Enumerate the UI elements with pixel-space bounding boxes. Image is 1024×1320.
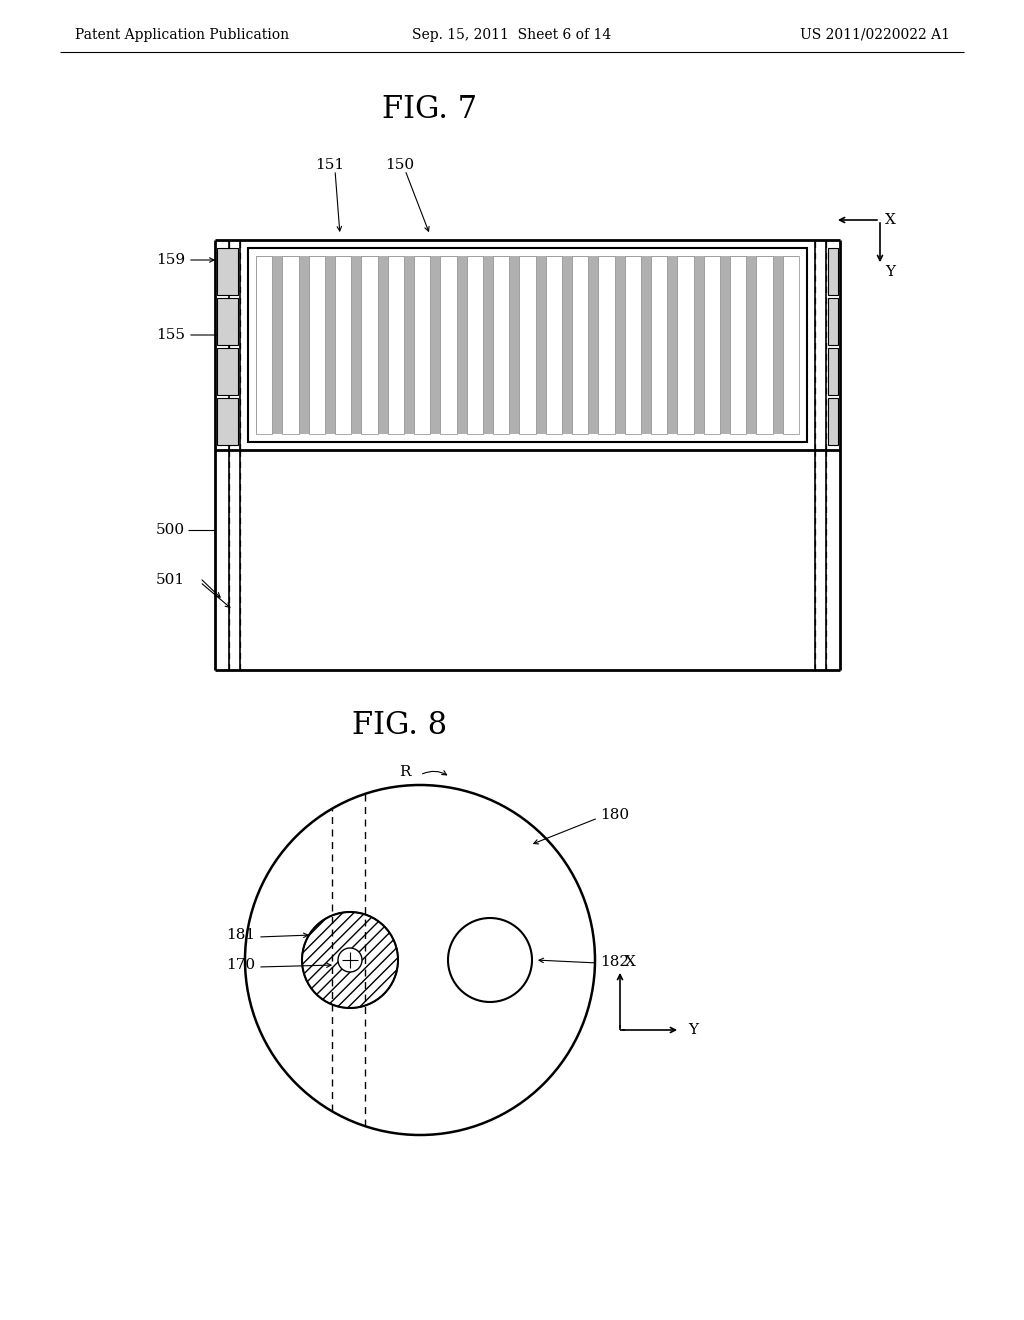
Bar <box>388 256 404 434</box>
Bar <box>572 256 589 434</box>
Bar <box>217 298 238 345</box>
Bar <box>217 348 238 395</box>
Bar <box>782 256 799 434</box>
Bar <box>248 248 807 442</box>
Text: FIG. 7: FIG. 7 <box>382 95 477 125</box>
Bar <box>828 248 838 294</box>
Bar <box>703 256 720 434</box>
Circle shape <box>302 912 398 1008</box>
Bar <box>730 256 746 434</box>
Text: Y: Y <box>688 1023 698 1038</box>
Bar <box>217 399 238 445</box>
Text: 501: 501 <box>156 573 185 587</box>
Bar <box>256 256 272 434</box>
Text: 500: 500 <box>156 523 185 537</box>
Text: 155: 155 <box>156 327 185 342</box>
Text: FIG. 8: FIG. 8 <box>352 710 447 741</box>
Bar <box>493 256 509 434</box>
Ellipse shape <box>245 785 595 1135</box>
Text: Patent Application Publication: Patent Application Publication <box>75 28 289 42</box>
Bar <box>256 256 799 434</box>
Bar <box>440 256 457 434</box>
Text: 182: 182 <box>600 954 629 969</box>
Text: Sep. 15, 2011  Sheet 6 of 14: Sep. 15, 2011 Sheet 6 of 14 <box>413 28 611 42</box>
Bar <box>546 256 562 434</box>
Text: 159: 159 <box>156 253 185 267</box>
Text: US 2011/0220022 A1: US 2011/0220022 A1 <box>800 28 950 42</box>
Bar <box>651 256 668 434</box>
Text: 181: 181 <box>226 928 255 942</box>
Text: X: X <box>625 954 636 969</box>
Bar <box>828 399 838 445</box>
Text: 180: 180 <box>600 808 629 822</box>
Circle shape <box>449 917 532 1002</box>
Text: Y: Y <box>885 265 895 279</box>
Bar <box>467 256 483 434</box>
Text: 151: 151 <box>315 158 344 172</box>
Bar <box>361 256 378 434</box>
Bar <box>828 348 838 395</box>
Circle shape <box>338 948 362 972</box>
Bar <box>598 256 614 434</box>
Text: 150: 150 <box>385 158 415 172</box>
Text: X: X <box>885 213 896 227</box>
Bar <box>217 248 238 294</box>
Bar <box>308 256 325 434</box>
Bar <box>756 256 773 434</box>
Bar <box>625 256 641 434</box>
Bar <box>519 256 536 434</box>
Bar <box>283 256 299 434</box>
Bar <box>414 256 430 434</box>
Text: R: R <box>399 766 411 779</box>
Text: 170: 170 <box>226 958 255 972</box>
Bar <box>828 298 838 345</box>
Bar <box>677 256 693 434</box>
Bar <box>335 256 351 434</box>
